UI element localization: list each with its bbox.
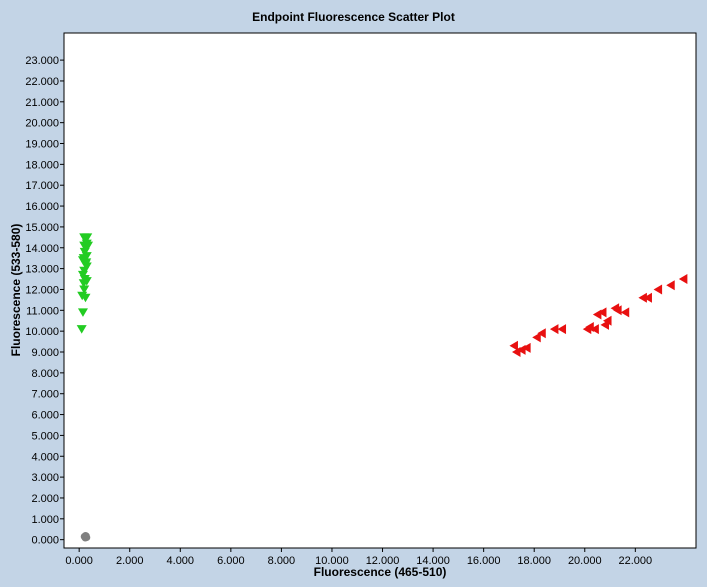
data-point — [678, 274, 688, 285]
data-point — [620, 307, 630, 318]
y-tick-label: 11.000 — [26, 305, 59, 317]
x-tick-label: 2.000 — [116, 555, 144, 567]
y-tick-label: 20.000 — [25, 118, 59, 130]
y-axis-label: Fluorescence (533-580) — [9, 224, 23, 357]
y-tick-label: 6.000 — [31, 410, 59, 422]
x-tick-label: 6.000 — [217, 555, 245, 567]
data-point — [643, 292, 652, 303]
x-tick-label: 18.000 — [517, 555, 551, 567]
data-point — [532, 332, 541, 343]
data-points — [76, 233, 688, 542]
y-tick-label: 8.000 — [31, 368, 59, 380]
x-tick-label: 4.000 — [167, 555, 195, 567]
y-tick-label: 12.000 — [25, 284, 59, 296]
y-tick-label: 16.000 — [25, 201, 59, 213]
data-point — [77, 256, 88, 265]
y-tick-label: 22.000 — [25, 76, 59, 88]
y-tick-label: 13.000 — [25, 264, 59, 276]
y-tick-label: 5.000 — [31, 430, 59, 442]
data-point — [537, 328, 546, 339]
y-tick-label: 3.000 — [31, 472, 59, 484]
y-tick-label: 15.000 — [25, 222, 59, 234]
x-axis: 0.000 2.000 4.000 6.000 8.000 10.000 12.000 14.… — [65, 548, 652, 567]
data-point — [522, 342, 531, 353]
chart-title: Endpoint Fluorescence Scatter Plot — [252, 10, 455, 24]
data-point — [79, 285, 90, 294]
data-point — [653, 284, 663, 295]
y-tick-label: 4.000 — [31, 451, 59, 463]
data-point — [509, 340, 518, 351]
y-tick-label: 14.000 — [25, 243, 59, 255]
data-point — [77, 308, 88, 317]
y-tick-label: 1.000 — [31, 514, 59, 526]
x-tick-label: 12.000 — [366, 555, 400, 567]
y-tick-label: 19.000 — [25, 139, 59, 151]
data-point — [590, 324, 599, 335]
data-point — [81, 277, 92, 286]
x-tick-label: 14.000 — [416, 555, 450, 567]
data-point — [613, 305, 622, 316]
x-tick-label: 22.000 — [618, 555, 652, 567]
data-point — [80, 293, 91, 303]
y-tick-label: 2.000 — [31, 493, 59, 505]
y-tick-label: 23.000 — [25, 55, 59, 67]
data-point — [603, 315, 612, 326]
data-point — [666, 280, 675, 291]
data-point — [597, 307, 607, 318]
data-point — [83, 241, 94, 251]
data-point — [81, 534, 89, 542]
x-tick-label: 8.000 — [268, 555, 296, 567]
y-axis: 0.000 1.000 2.000 3.000 4.000 5.000 6.000 7.000… — [25, 55, 64, 547]
x-tick-label: 20.000 — [568, 555, 602, 567]
x-axis-label: Fluorescence (465-510) — [314, 565, 447, 579]
x-tick-label: 0.000 — [65, 555, 93, 567]
y-tick-label: 21.000 — [25, 97, 59, 109]
data-point — [549, 324, 559, 335]
data-point — [638, 292, 647, 303]
plot-area — [63, 32, 697, 549]
y-tick-label: 17.000 — [25, 180, 59, 192]
y-tick-label: 10.000 — [25, 326, 59, 338]
y-tick-label: 0.000 — [31, 535, 59, 547]
data-point — [557, 324, 567, 335]
y-tick-label: 9.000 — [31, 347, 59, 359]
y-tick-label: 7.000 — [31, 389, 59, 401]
x-tick-label: 10.000 — [315, 555, 349, 567]
data-point — [79, 233, 90, 242]
x-tick-label: 16.000 — [467, 555, 501, 567]
data-point — [76, 325, 87, 334]
y-tick-label: 18.000 — [25, 159, 59, 171]
